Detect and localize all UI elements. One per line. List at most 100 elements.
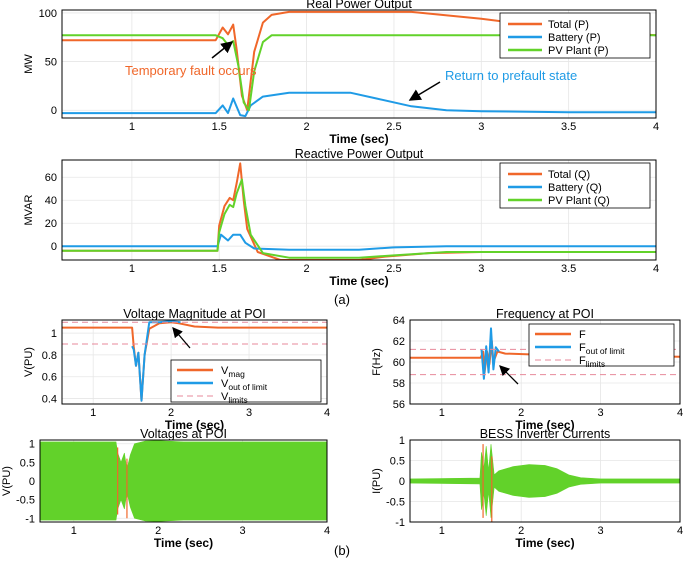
frequency-xtick-label: 2 xyxy=(518,407,524,419)
reactive_power-xtick-label: 4 xyxy=(653,263,659,275)
frequency-title: Frequency at POI xyxy=(496,307,594,321)
reactive_power-xtick-label: 1 xyxy=(129,263,135,275)
reactive_power-ytick-label: 60 xyxy=(45,172,57,184)
reactive_power-title: Reactive Power Output xyxy=(295,147,424,161)
inverter_currents-xlabel: Time (sec) xyxy=(515,536,574,550)
voltage_magnitude-legend-main: V xyxy=(221,378,229,390)
real_power-xtick-label: 4 xyxy=(653,121,659,133)
reactive_power-xtick-label: 3.5 xyxy=(561,263,576,275)
real_power-series-total-p- xyxy=(62,10,656,112)
reactive_power-frame xyxy=(61,159,657,261)
return-annotation: Return to prefault state xyxy=(445,68,577,83)
frequency-xtick-label: 3 xyxy=(598,407,604,419)
voltage_magnitude-xtick-label: 4 xyxy=(324,407,330,419)
voltage_magnitude-ytick-label: 1 xyxy=(51,328,57,340)
frequency-series-f-out-of-limit xyxy=(480,327,500,380)
inverter_currents-frame xyxy=(409,439,681,523)
frequency-xtick-label: 4 xyxy=(677,407,683,419)
voltages-xlabel: Time (sec) xyxy=(154,536,213,550)
reactive_power-ylabel: MVAR xyxy=(23,194,35,225)
voltage_magnitude-legend-sub: limits xyxy=(228,395,247,405)
real_power-xtick-label: 2 xyxy=(304,121,310,133)
figure-label-b: (b) xyxy=(334,543,350,558)
reactive_power-legend-label: Battery (Q) xyxy=(548,182,602,194)
real_power-xtick-label: 1 xyxy=(129,121,135,133)
voltages-ytick-label: -0.5 xyxy=(16,495,35,507)
inverter_currents-xtick-label: 2 xyxy=(518,525,524,537)
frequency-ylabel: F(Hz) xyxy=(371,348,383,376)
real_power-xtick-label: 3.5 xyxy=(561,121,576,133)
voltage_magnitude-series-group xyxy=(62,320,327,402)
reactive_power-xtick-label: 2 xyxy=(304,263,310,275)
voltages-oscillation-band xyxy=(40,440,327,522)
real_power-series-pv-plant-p- xyxy=(62,34,656,112)
voltage_magnitude-ytick-label: 0.6 xyxy=(42,372,57,384)
voltages-ytick-label: -1 xyxy=(25,513,35,525)
frequency-legend-sub: limits xyxy=(586,359,605,369)
voltages-xtick-label: 4 xyxy=(324,525,330,537)
inverter_currents-ytick-label: 1 xyxy=(399,435,405,447)
voltages-ylabel: V(PU) xyxy=(1,466,13,496)
frequency-legend-sub: out of limit xyxy=(586,346,625,356)
voltages-ytick-label: 0.5 xyxy=(20,457,35,469)
frequency-chart: 1 2 3 4 56 58 60 62 64 Frequency at POI Time (sec)… xyxy=(371,307,683,432)
voltage_magnitude-legend-label: Vout of limit xyxy=(221,378,268,392)
reactive_power-legend-label: Total (Q) xyxy=(548,169,590,181)
frequency-legend-main: F xyxy=(579,355,586,367)
real_power-ylabel: MW xyxy=(23,54,35,74)
voltage_magnitude-legend-sub: mag xyxy=(228,369,245,379)
inverter_currents-ytick-label: 0 xyxy=(399,476,405,488)
reactive_power-legend-label: PV Plant (Q) xyxy=(548,195,610,207)
inverter_currents-xtick-label: 4 xyxy=(677,525,683,537)
frequency-legend xyxy=(528,323,675,367)
figure-label-a: (a) xyxy=(334,292,350,307)
voltages-xtick-label: 1 xyxy=(71,525,77,537)
real_power-series-battery-p- xyxy=(62,91,656,118)
reactive_power-ytick-label: 0 xyxy=(51,241,57,253)
frequency-legend-label: F xyxy=(579,329,586,341)
reactive_power-ytick-label: 20 xyxy=(45,218,57,230)
voltages-title: Voltages at POI xyxy=(140,427,227,441)
real_power-legend-label: PV Plant (P) xyxy=(548,45,609,57)
real_power-series-group xyxy=(62,10,656,118)
fault-arrow xyxy=(211,41,234,59)
real_power-xlabel: Time (sec) xyxy=(329,132,388,146)
real_power-frame xyxy=(61,9,657,119)
frequency-xlabel: Time (sec) xyxy=(515,418,574,432)
voltage_magnitude-xtick-label: 3 xyxy=(246,407,252,419)
frequency-ytick-label: 60 xyxy=(393,357,405,369)
voltages-series-group xyxy=(40,440,327,522)
voltage_magnitude-legend-main: V xyxy=(221,365,229,377)
voltages-ytick-label: 0 xyxy=(29,476,35,488)
inverter_currents-xtick-label: 1 xyxy=(439,525,445,537)
reactive_power-xtick-label: 2.5 xyxy=(386,263,401,275)
inverter_currents-ytick-label: 0.5 xyxy=(390,456,405,468)
real_power-xtick-label: 1.5 xyxy=(212,121,227,133)
voltage_magnitude-xlabel: Time (sec) xyxy=(165,418,224,432)
voltages-chart: 1 2 3 4 -1 -0.5 0 0.5 1 Voltages at POI Time (sec)… xyxy=(1,427,330,550)
voltages-frame xyxy=(39,439,328,523)
inverter_currents-series-group xyxy=(410,444,680,522)
inverter_currents-ytick-label: -1 xyxy=(395,517,405,529)
frequency-frame xyxy=(409,319,681,405)
voltage_magnitude-chart: 1 2 3 4 0.4 0.6 0.8 1 Voltage Magnitude at POI Ti… xyxy=(23,307,330,432)
voltage_magnitude-ylabel: V(PU) xyxy=(23,347,35,377)
voltage_magnitude-ytick-label: 0.8 xyxy=(42,350,57,362)
frequency-legend-main: F xyxy=(579,329,586,341)
real_power-legend-label: Battery (P) xyxy=(548,32,601,44)
fault-annotation: Temporary fault occurs xyxy=(125,63,257,78)
voltage_magnitude-legend-label: Vlimits xyxy=(221,391,248,405)
frequency-legend-label: Fout of limit xyxy=(579,342,625,356)
reactive_power-series-group xyxy=(62,162,656,260)
inverter_currents-title: BESS Inverter Currents xyxy=(480,427,611,441)
frequency-legend-main: F xyxy=(579,342,586,354)
voltage_magnitude-frame xyxy=(61,319,328,405)
frequency-xtick-label: 1 xyxy=(439,407,445,419)
voltage_magnitude-legend xyxy=(170,359,322,403)
reactive_power-ytick-label: 40 xyxy=(45,195,57,207)
voltages-xtick-label: 3 xyxy=(240,525,246,537)
real_power-ytick-label: 0 xyxy=(51,105,57,117)
frequency-legend-label: Flimits xyxy=(579,355,605,369)
